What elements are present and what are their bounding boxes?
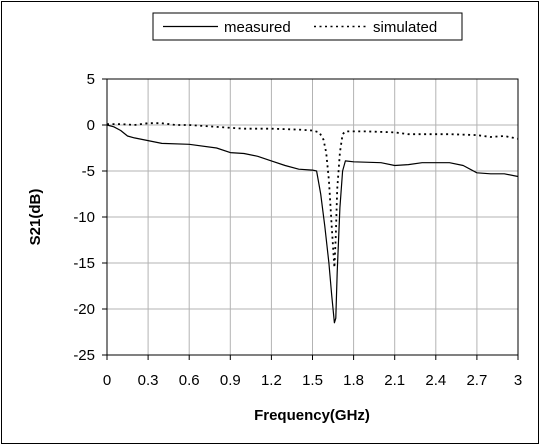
y-tick-label: 5 (87, 71, 95, 88)
x-tick-label: 3 (514, 372, 522, 389)
legend-measured-label: measured (224, 19, 291, 36)
series-line-measured (106, 124, 519, 324)
x-tick-label: 1.5 (302, 372, 323, 389)
x-tick-label: 2.4 (425, 372, 446, 389)
x-tick-label: 0.3 (138, 372, 159, 389)
y-axis-title: S21(dB) (27, 189, 44, 246)
x-tick-label: 1.8 (343, 372, 364, 389)
x-axis-ticks: 0 0.3 0.6 0.9 1.2 1.5 1.8 2.1 2.4 2.7 3 (103, 355, 522, 389)
x-tick-label: 0.9 (220, 372, 241, 389)
x-tick-label: 2.7 (466, 372, 487, 389)
y-tick-label: -20 (73, 301, 95, 318)
y-tick-label: -5 (82, 163, 95, 180)
x-tick-label: 1.2 (261, 372, 282, 389)
legend: measured simulated (152, 12, 463, 41)
series-line-simulated (107, 122, 519, 269)
x-tick-label: 0 (103, 372, 111, 389)
grid (107, 79, 518, 355)
x-axis-title: Frequency(GHz) (254, 407, 370, 424)
y-tick-label: -15 (73, 255, 95, 272)
legend-simulated-label: simulated (373, 19, 437, 36)
x-tick-label: 2.1 (384, 372, 405, 389)
y-tick-label: 0 (87, 117, 95, 134)
y-axis-ticks: 5 0 -5 -10 -15 -20 -25 (73, 71, 107, 364)
series-layer (106, 122, 519, 324)
x-tick-label: 0.6 (179, 372, 200, 389)
y-tick-label: -25 (73, 347, 95, 364)
y-tick-label: -10 (73, 209, 95, 226)
